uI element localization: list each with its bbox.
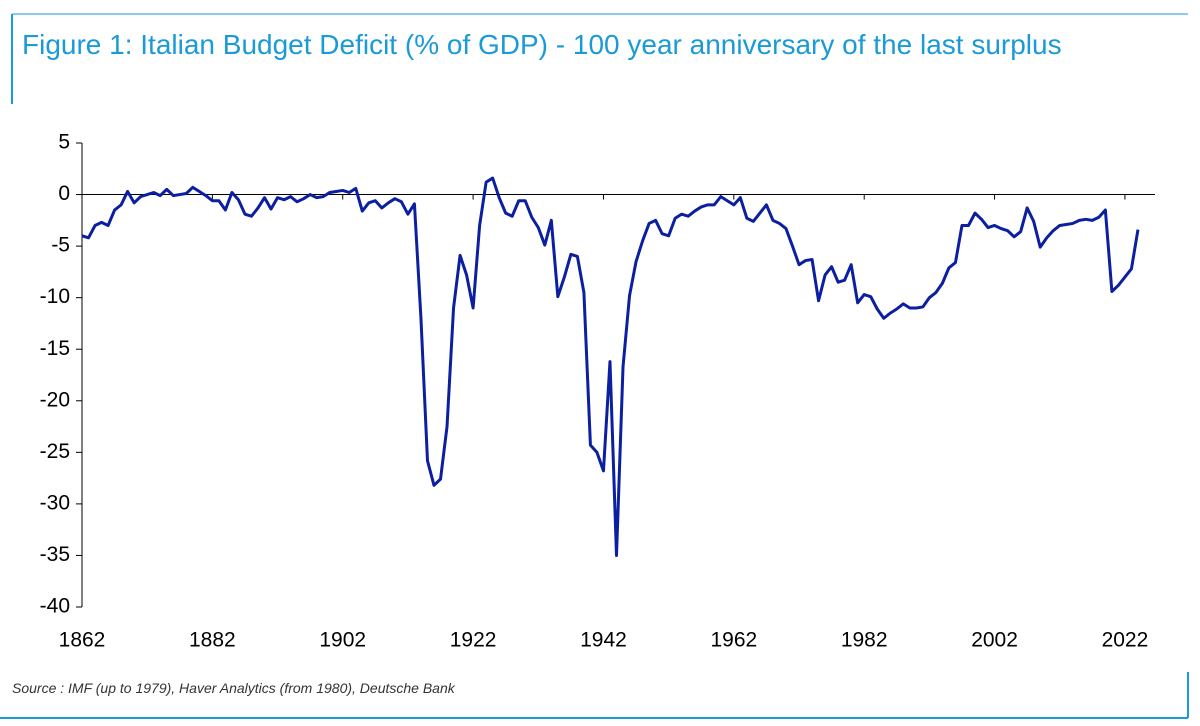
x-tick-label: 1982 [841, 629, 888, 652]
y-tick-label: -20 [40, 388, 70, 411]
y-tick-label: -40 [40, 595, 70, 618]
x-tick-label: 1942 [580, 629, 627, 652]
y-tick-label: -5 [51, 234, 70, 257]
y-tick-label: -15 [40, 337, 70, 360]
x-tick-label: 1882 [189, 629, 236, 652]
y-tick-label: -25 [40, 440, 70, 463]
x-tick-label: 2022 [1102, 629, 1149, 652]
y-tick-label: -30 [40, 491, 70, 514]
y-tick-label: -35 [40, 543, 70, 566]
chart-title: Figure 1: Italian Budget Deficit (% of G… [22, 29, 1062, 60]
source-note: Source : IMF (up to 1979), Haver Analyti… [12, 680, 455, 696]
x-tick-label: 1902 [319, 629, 366, 652]
y-tick-label: -10 [40, 285, 70, 308]
y-tick-label: 0 [58, 182, 70, 205]
x-tick-label: 1962 [710, 629, 757, 652]
data-line [81, 176, 1140, 557]
y-tick-label: 5 [58, 131, 70, 154]
x-tick-label: 1862 [59, 629, 106, 652]
x-tick-label: 2002 [971, 629, 1018, 652]
x-tick-label: 1922 [450, 629, 497, 652]
